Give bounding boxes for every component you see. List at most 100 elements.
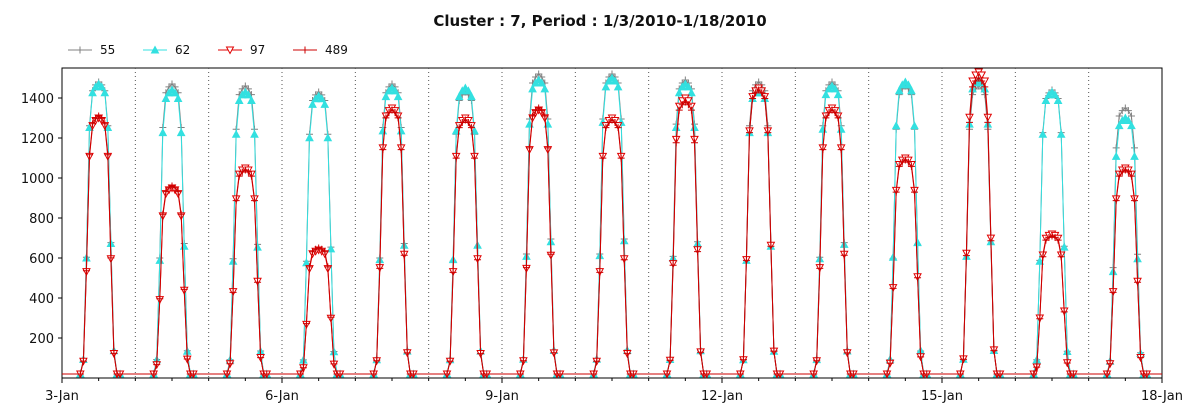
point-489 bbox=[452, 154, 460, 162]
point-62 bbox=[528, 84, 537, 93]
point-62 bbox=[170, 88, 180, 97]
point-489 bbox=[962, 252, 970, 260]
point-489 bbox=[174, 188, 182, 196]
point-489 bbox=[978, 77, 986, 85]
point-62 bbox=[540, 84, 550, 93]
point-62 bbox=[302, 258, 311, 267]
point-62 bbox=[690, 122, 699, 131]
point-489 bbox=[171, 184, 179, 192]
point-489 bbox=[684, 101, 692, 109]
point-62 bbox=[390, 86, 400, 95]
point-489 bbox=[614, 124, 622, 132]
point-489 bbox=[981, 83, 989, 91]
point-62 bbox=[910, 121, 919, 130]
point-489 bbox=[223, 370, 231, 378]
point-62 bbox=[821, 90, 831, 99]
point-489 bbox=[376, 264, 384, 272]
point-489 bbox=[312, 245, 320, 253]
point-489 bbox=[813, 357, 821, 365]
point-62 bbox=[161, 93, 171, 103]
point-489 bbox=[391, 109, 399, 117]
legend: 55 62 97 489 bbox=[68, 43, 348, 57]
point-489 bbox=[758, 89, 766, 97]
point-489 bbox=[443, 370, 451, 378]
point-62 bbox=[888, 252, 898, 261]
point-489 bbox=[544, 144, 552, 152]
point-489 bbox=[409, 370, 417, 378]
point-62 bbox=[244, 90, 253, 99]
point-489 bbox=[1057, 253, 1065, 261]
point-489 bbox=[895, 162, 903, 170]
point-489 bbox=[379, 146, 387, 154]
point-489 bbox=[107, 254, 115, 262]
point-489 bbox=[306, 263, 313, 271]
point-489 bbox=[474, 256, 482, 264]
point-489 bbox=[694, 248, 702, 256]
point-62 bbox=[674, 88, 684, 97]
point-489 bbox=[629, 370, 637, 378]
point-489 bbox=[315, 244, 323, 252]
point-489 bbox=[529, 112, 537, 120]
point-489 bbox=[229, 288, 237, 296]
series-489 bbox=[62, 74, 1162, 378]
point-489 bbox=[819, 146, 827, 154]
point-489 bbox=[843, 349, 851, 357]
point-62 bbox=[247, 95, 256, 104]
point-62 bbox=[913, 238, 922, 247]
point-489 bbox=[666, 356, 674, 364]
y-tick-label: 1200 bbox=[21, 132, 54, 147]
y-tick-label: 1400 bbox=[21, 92, 54, 107]
point-62 bbox=[231, 129, 241, 138]
point-489 bbox=[755, 86, 763, 94]
point-62 bbox=[173, 93, 183, 103]
point-489 bbox=[400, 251, 408, 259]
point-62 bbox=[317, 94, 327, 103]
point-489 bbox=[464, 119, 472, 127]
point-62 bbox=[158, 128, 168, 137]
x-tick-label: 12-Jan bbox=[701, 389, 743, 404]
point-489 bbox=[956, 370, 964, 378]
point-489 bbox=[397, 146, 405, 154]
point-55 bbox=[1112, 144, 1120, 152]
point-489 bbox=[1030, 370, 1038, 378]
legend-item-55: 55 bbox=[68, 43, 115, 57]
series-97 bbox=[62, 68, 1162, 379]
point-489 bbox=[547, 250, 555, 258]
point-489 bbox=[550, 349, 558, 357]
x-tick-label: 3-Jan bbox=[45, 389, 79, 404]
point-489 bbox=[556, 370, 564, 378]
point-489 bbox=[1137, 354, 1145, 362]
point-489 bbox=[990, 346, 998, 354]
point-62 bbox=[234, 95, 244, 104]
point-489 bbox=[89, 120, 97, 128]
point-489 bbox=[82, 267, 90, 275]
point-489 bbox=[623, 350, 631, 358]
point-489 bbox=[373, 357, 381, 365]
point-489 bbox=[104, 151, 112, 159]
point-489 bbox=[403, 349, 411, 357]
point-62 bbox=[610, 76, 620, 85]
point-489 bbox=[1048, 232, 1056, 240]
point-489 bbox=[831, 109, 839, 117]
point-489 bbox=[116, 370, 124, 378]
point-489 bbox=[516, 370, 524, 378]
point-489 bbox=[687, 106, 695, 114]
point-489 bbox=[691, 139, 698, 147]
point-489 bbox=[1143, 370, 1151, 378]
point-489 bbox=[324, 263, 332, 271]
point-489 bbox=[834, 114, 842, 122]
point-489 bbox=[455, 124, 463, 132]
point-489 bbox=[177, 210, 185, 218]
point-489 bbox=[1069, 370, 1077, 378]
point-489 bbox=[840, 251, 848, 259]
point-62 bbox=[393, 92, 403, 101]
point-489 bbox=[596, 268, 604, 276]
point-489 bbox=[86, 151, 93, 159]
point-55 bbox=[755, 78, 763, 86]
point-489 bbox=[675, 106, 683, 114]
x-tick-label: 9-Jan bbox=[485, 389, 519, 404]
point-489 bbox=[816, 264, 824, 272]
point-62 bbox=[320, 99, 330, 108]
point-97 bbox=[225, 46, 235, 55]
point-489 bbox=[302, 320, 310, 328]
